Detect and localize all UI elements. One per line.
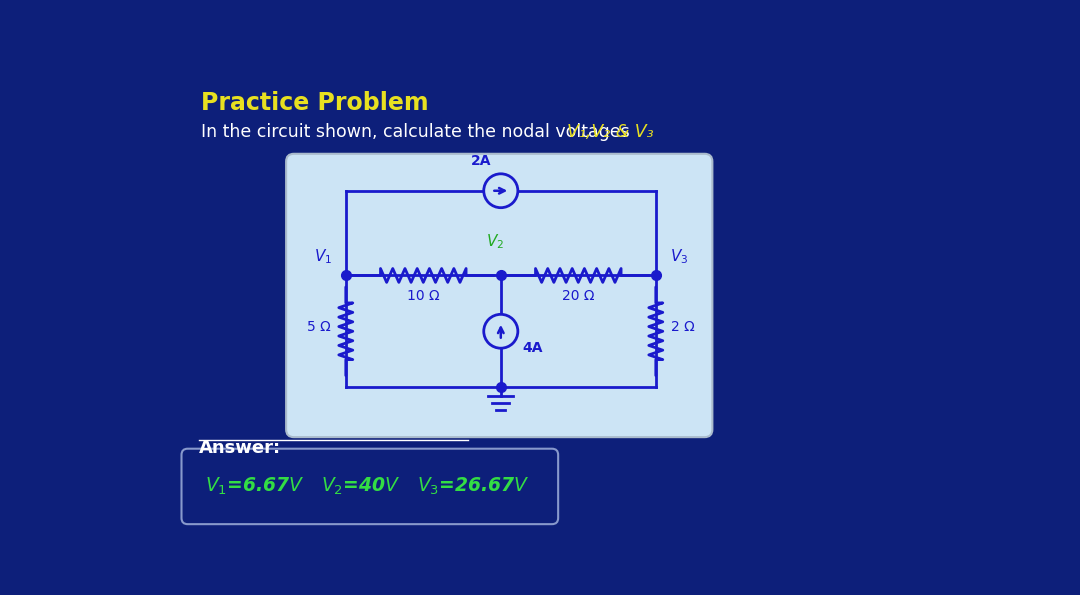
Text: 10 Ω: 10 Ω xyxy=(407,289,440,303)
Text: In the circuit shown, calculate the nodal voltages: In the circuit shown, calculate the noda… xyxy=(201,123,635,141)
Text: 5 Ω: 5 Ω xyxy=(307,321,330,334)
Text: $V_3$: $V_3$ xyxy=(670,248,688,266)
FancyBboxPatch shape xyxy=(286,154,713,437)
Text: 20 Ω: 20 Ω xyxy=(562,289,595,303)
Text: 2A: 2A xyxy=(471,155,491,168)
Text: 2 Ω: 2 Ω xyxy=(672,321,696,334)
Text: $V_1$: $V_1$ xyxy=(313,248,332,266)
Text: V₁,V₂ & V₃: V₁,V₂ & V₃ xyxy=(567,123,654,141)
Circle shape xyxy=(484,314,517,348)
Text: $V_1$=6.67$V$   $V_2$=40$V$   $V_3$=26.67$V$: $V_1$=6.67$V$ $V_2$=40$V$ $V_3$=26.67$V$ xyxy=(205,475,529,497)
Text: Practice Problem: Practice Problem xyxy=(201,90,429,115)
Text: Answer:: Answer: xyxy=(199,439,281,457)
Text: $V_2$: $V_2$ xyxy=(486,232,503,251)
Text: 4A: 4A xyxy=(523,340,543,355)
Circle shape xyxy=(484,174,517,208)
FancyBboxPatch shape xyxy=(181,449,558,524)
